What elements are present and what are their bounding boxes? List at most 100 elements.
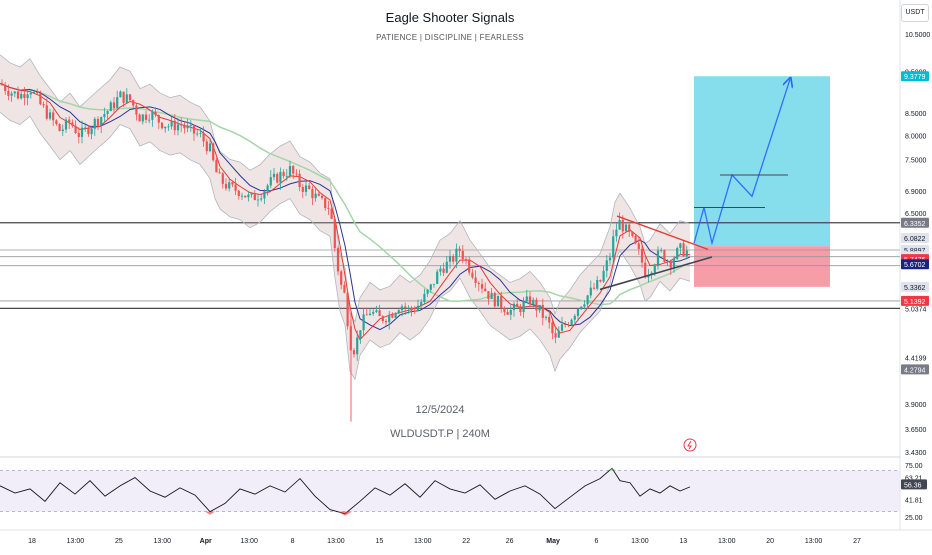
candle-body	[384, 321, 388, 323]
candle	[71, 119, 74, 128]
candle-body	[288, 166, 292, 176]
candle	[551, 320, 554, 340]
candle	[218, 168, 221, 174]
candle	[285, 169, 288, 181]
candle-body	[141, 114, 144, 122]
candle	[7, 84, 10, 101]
candle	[538, 304, 541, 313]
candle-body	[301, 187, 304, 192]
candle	[132, 99, 135, 109]
candle	[676, 246, 679, 261]
candle-body	[250, 192, 253, 195]
candle	[596, 276, 599, 291]
time-tick-label: 26	[506, 538, 514, 545]
candle-body	[109, 102, 112, 112]
candle-body	[48, 112, 52, 119]
candle	[125, 88, 128, 104]
candle-body	[61, 129, 64, 132]
candle	[84, 122, 87, 132]
candle-body	[215, 160, 218, 173]
candle	[260, 194, 263, 202]
candle	[23, 87, 26, 106]
candle	[631, 231, 634, 238]
candle-body	[365, 314, 368, 316]
candle-body	[266, 185, 269, 191]
candle-body	[20, 93, 23, 99]
currency-button[interactable]: USDT	[901, 4, 929, 22]
candle	[103, 107, 106, 122]
candle	[352, 347, 356, 358]
candle-body	[423, 293, 426, 303]
candle	[112, 97, 116, 114]
candle	[240, 192, 244, 200]
candle-body	[624, 224, 628, 232]
candle	[493, 291, 496, 309]
candle-body	[592, 287, 596, 289]
candle-body	[80, 127, 84, 137]
price-label: 5.3362	[901, 281, 929, 292]
candle	[461, 245, 464, 264]
candle-body	[359, 330, 362, 338]
rsi-tick-label: 25.00	[905, 515, 923, 522]
candle-body	[263, 190, 266, 199]
candle-body	[68, 119, 71, 123]
candle-body	[455, 248, 458, 262]
candle	[448, 250, 452, 269]
candle-body	[560, 324, 564, 331]
candle-body	[685, 250, 688, 257]
candle-body	[538, 304, 541, 311]
price-label-bg	[901, 295, 929, 306]
candle-body	[679, 243, 682, 249]
candle-body	[10, 93, 13, 96]
candle-body	[420, 302, 423, 306]
candle	[324, 197, 327, 211]
candle	[608, 252, 612, 265]
candle	[458, 245, 461, 257]
candle-body	[343, 284, 346, 293]
candle-body	[436, 271, 439, 284]
candle	[199, 127, 202, 138]
candle-body	[317, 193, 320, 196]
candle-body	[90, 128, 93, 135]
candle	[32, 89, 36, 95]
candle	[420, 298, 423, 308]
candle	[496, 295, 500, 307]
candle	[253, 190, 256, 201]
candle-body	[525, 296, 528, 302]
candle	[26, 91, 29, 106]
candle-body	[29, 92, 32, 95]
candle	[365, 307, 368, 316]
price-tick-label: 5.0374	[905, 306, 927, 313]
candle-body	[93, 118, 96, 129]
candle-body	[516, 303, 519, 307]
candle-body	[87, 127, 90, 135]
candle-body	[429, 284, 432, 290]
candle	[330, 204, 333, 220]
candle-body	[608, 257, 612, 261]
candle-body	[160, 122, 164, 129]
candle	[509, 304, 512, 320]
candle	[570, 318, 573, 327]
candle-body	[442, 268, 445, 273]
candle-body	[474, 277, 477, 283]
candle	[397, 307, 400, 315]
candle	[528, 291, 532, 307]
candle	[522, 297, 525, 318]
candle	[359, 330, 362, 344]
candle-body	[480, 284, 484, 289]
candle	[311, 186, 314, 206]
candle	[180, 117, 183, 133]
candle-body	[346, 292, 349, 327]
candle-body	[276, 173, 279, 183]
candle-body	[519, 306, 522, 313]
long-moving-average	[0, 82, 691, 306]
candle-body	[676, 248, 679, 259]
candle	[599, 279, 602, 283]
candle	[317, 190, 320, 197]
candle	[90, 125, 93, 140]
upper-band-line	[0, 54, 691, 323]
alert-icon	[683, 438, 697, 452]
price-label-bg	[901, 281, 929, 292]
